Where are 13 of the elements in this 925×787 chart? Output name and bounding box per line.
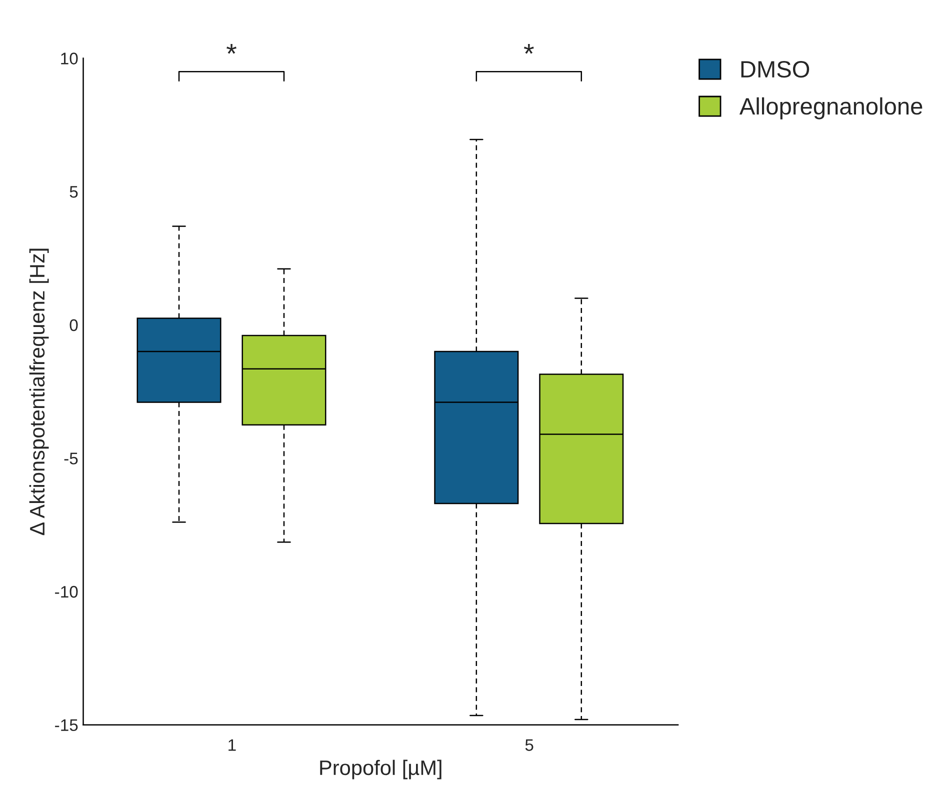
x-axis-title: Propofol [µM] <box>320 760 442 780</box>
y-tick-label: 10 <box>61 52 78 64</box>
y-tick-label: -10 <box>55 586 78 598</box>
y-tick-label: -15 <box>55 719 78 732</box>
text: * <box>524 44 534 54</box>
y-tick-label: 5 <box>70 186 78 198</box>
y-tick-label: -5 <box>64 452 78 464</box>
legend-label: DMSO <box>741 60 810 78</box>
x-tick-label: 1 <box>228 739 236 751</box>
y-axis-title: Δ Aktionspotentialfrequenz [Hz] <box>29 248 49 536</box>
text: * <box>226 44 236 54</box>
legend-label: Allopregnanolone <box>739 97 922 120</box>
y-tick-label: 0 <box>70 319 78 332</box>
